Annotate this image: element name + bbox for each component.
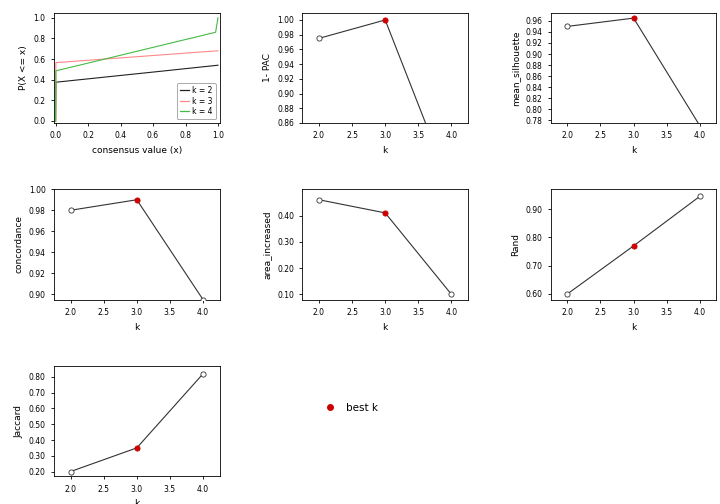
X-axis label: k: k: [382, 146, 388, 155]
X-axis label: k: k: [134, 499, 140, 504]
Point: [562, 290, 573, 298]
X-axis label: k: k: [631, 146, 636, 155]
Point: [628, 14, 639, 22]
Point: [65, 468, 76, 476]
X-axis label: k: k: [134, 323, 140, 332]
Point: [65, 206, 76, 214]
X-axis label: k: k: [382, 323, 388, 332]
X-axis label: k: k: [631, 323, 636, 332]
Y-axis label: concordance: concordance: [14, 215, 23, 274]
Point: [131, 444, 143, 452]
Y-axis label: mean_silhouette: mean_silhouette: [511, 30, 520, 105]
Point: [562, 22, 573, 30]
Point: [446, 185, 457, 193]
Y-axis label: Jaccard: Jaccard: [14, 405, 23, 437]
Y-axis label: area_increased: area_increased: [263, 210, 271, 279]
Legend: best k: best k: [316, 399, 382, 417]
Legend: k = 2, k = 3, k = 4: k = 2, k = 3, k = 4: [177, 83, 216, 119]
Y-axis label: Rand: Rand: [511, 233, 520, 256]
Point: [628, 242, 639, 250]
X-axis label: consensus value (x): consensus value (x): [91, 146, 182, 155]
Y-axis label: 1- PAC: 1- PAC: [263, 53, 271, 82]
Point: [197, 370, 209, 378]
Point: [446, 290, 457, 298]
Point: [694, 122, 706, 130]
Point: [197, 296, 209, 304]
Point: [313, 34, 325, 42]
Point: [379, 209, 391, 217]
Point: [313, 196, 325, 204]
Point: [131, 196, 143, 204]
Point: [379, 16, 391, 24]
Point: [694, 193, 706, 201]
Y-axis label: P(X <= x): P(X <= x): [19, 45, 28, 90]
